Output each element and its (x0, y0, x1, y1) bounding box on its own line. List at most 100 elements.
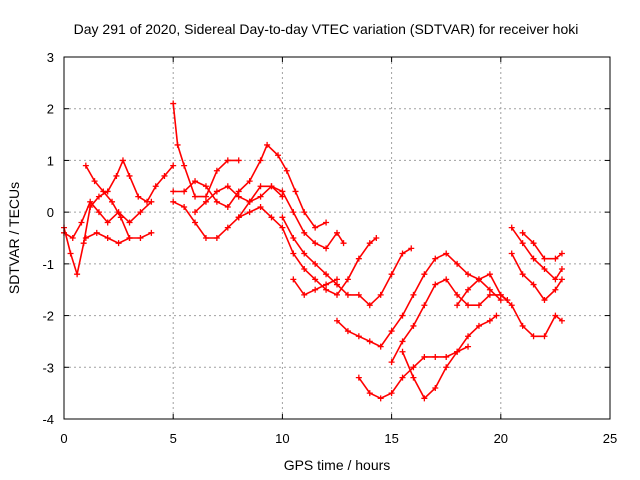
data-point (552, 286, 559, 293)
series-arc-H (192, 183, 347, 252)
data-point (80, 240, 87, 247)
data-point (421, 271, 428, 278)
data-point (279, 214, 286, 221)
data-point (268, 183, 275, 190)
data-point (344, 291, 351, 298)
data-point (334, 281, 340, 288)
data-point (202, 193, 209, 200)
data-point (290, 250, 297, 257)
data-point (91, 178, 98, 185)
data-point (323, 245, 330, 252)
data-point (465, 271, 472, 278)
data-point (235, 188, 242, 195)
data-point (558, 317, 565, 324)
data-point (279, 224, 286, 231)
data-point (301, 291, 308, 298)
data-point (323, 281, 330, 288)
data-point (170, 198, 177, 205)
data-point (78, 219, 85, 226)
data-point (257, 157, 264, 164)
y-axis-label: SDTVAR / TECUs (6, 182, 22, 294)
data-point (257, 203, 264, 210)
data-point (421, 395, 428, 402)
data-point (246, 209, 253, 216)
y-tick-label: 2 (47, 102, 54, 117)
data-point (126, 219, 133, 226)
data-point (475, 302, 482, 309)
data-point (100, 188, 107, 195)
data-point (87, 198, 94, 205)
series-trace (401, 314, 497, 400)
data-point (115, 240, 122, 247)
data-point (421, 302, 428, 309)
data-point (126, 235, 133, 241)
data-point (377, 291, 384, 298)
data-point (486, 291, 493, 298)
data-point (137, 235, 144, 241)
data-point (399, 250, 406, 257)
series-trace (336, 252, 508, 348)
data-point (552, 276, 559, 283)
data-point (497, 291, 504, 298)
series-trace (173, 143, 327, 229)
data-point (388, 271, 395, 278)
data-point (170, 100, 177, 107)
data-point (486, 317, 493, 324)
data-point (340, 240, 347, 247)
data-point (355, 291, 362, 298)
data-point (312, 224, 319, 231)
data-point (558, 250, 565, 257)
data-point (181, 203, 188, 210)
x-tick-label: 5 (170, 431, 177, 446)
data-point (235, 193, 242, 200)
data-point (399, 348, 406, 355)
x-tick-label: 25 (603, 431, 617, 446)
data-point (355, 333, 362, 340)
data-point (410, 291, 417, 298)
data-point (290, 235, 297, 241)
data-point (399, 374, 406, 381)
data-point (530, 333, 537, 340)
series-arc-B (61, 198, 155, 241)
data-point (454, 260, 461, 267)
x-tick-label: 15 (384, 431, 398, 446)
data-point (410, 364, 417, 371)
y-tick-label: 1 (47, 153, 54, 168)
x-tick-label: 10 (275, 431, 289, 446)
data-point (355, 255, 362, 262)
data-point (508, 250, 515, 257)
y-tick-label: -2 (42, 309, 54, 324)
series-trace (63, 200, 152, 240)
x-tick-label: 0 (60, 431, 67, 446)
data-point (519, 240, 526, 247)
x-tick-label: 20 (494, 431, 508, 446)
data-point (465, 302, 472, 309)
data-point (192, 209, 199, 216)
series-trace (510, 253, 563, 302)
series-arc-P (454, 276, 504, 309)
data-point (109, 198, 116, 205)
data-point (126, 172, 133, 179)
data-point (301, 250, 308, 257)
data-point (82, 162, 89, 169)
data-point (268, 214, 275, 221)
data-point (192, 178, 199, 185)
data-point (344, 276, 351, 283)
data-point (224, 157, 231, 164)
data-point (497, 297, 504, 304)
data-point (192, 193, 199, 200)
data-point (334, 317, 340, 324)
data-point (465, 343, 472, 350)
data-point (148, 198, 155, 205)
series-trace (390, 278, 563, 363)
series-arc-M (355, 343, 472, 402)
data-point (181, 162, 188, 169)
data-point (323, 219, 330, 226)
data-point (113, 172, 120, 179)
data-point (283, 167, 290, 174)
data-point (312, 240, 319, 247)
y-tick-label: 3 (47, 50, 54, 65)
data-point (213, 198, 220, 205)
data-point (388, 328, 395, 335)
data-point (493, 312, 500, 319)
